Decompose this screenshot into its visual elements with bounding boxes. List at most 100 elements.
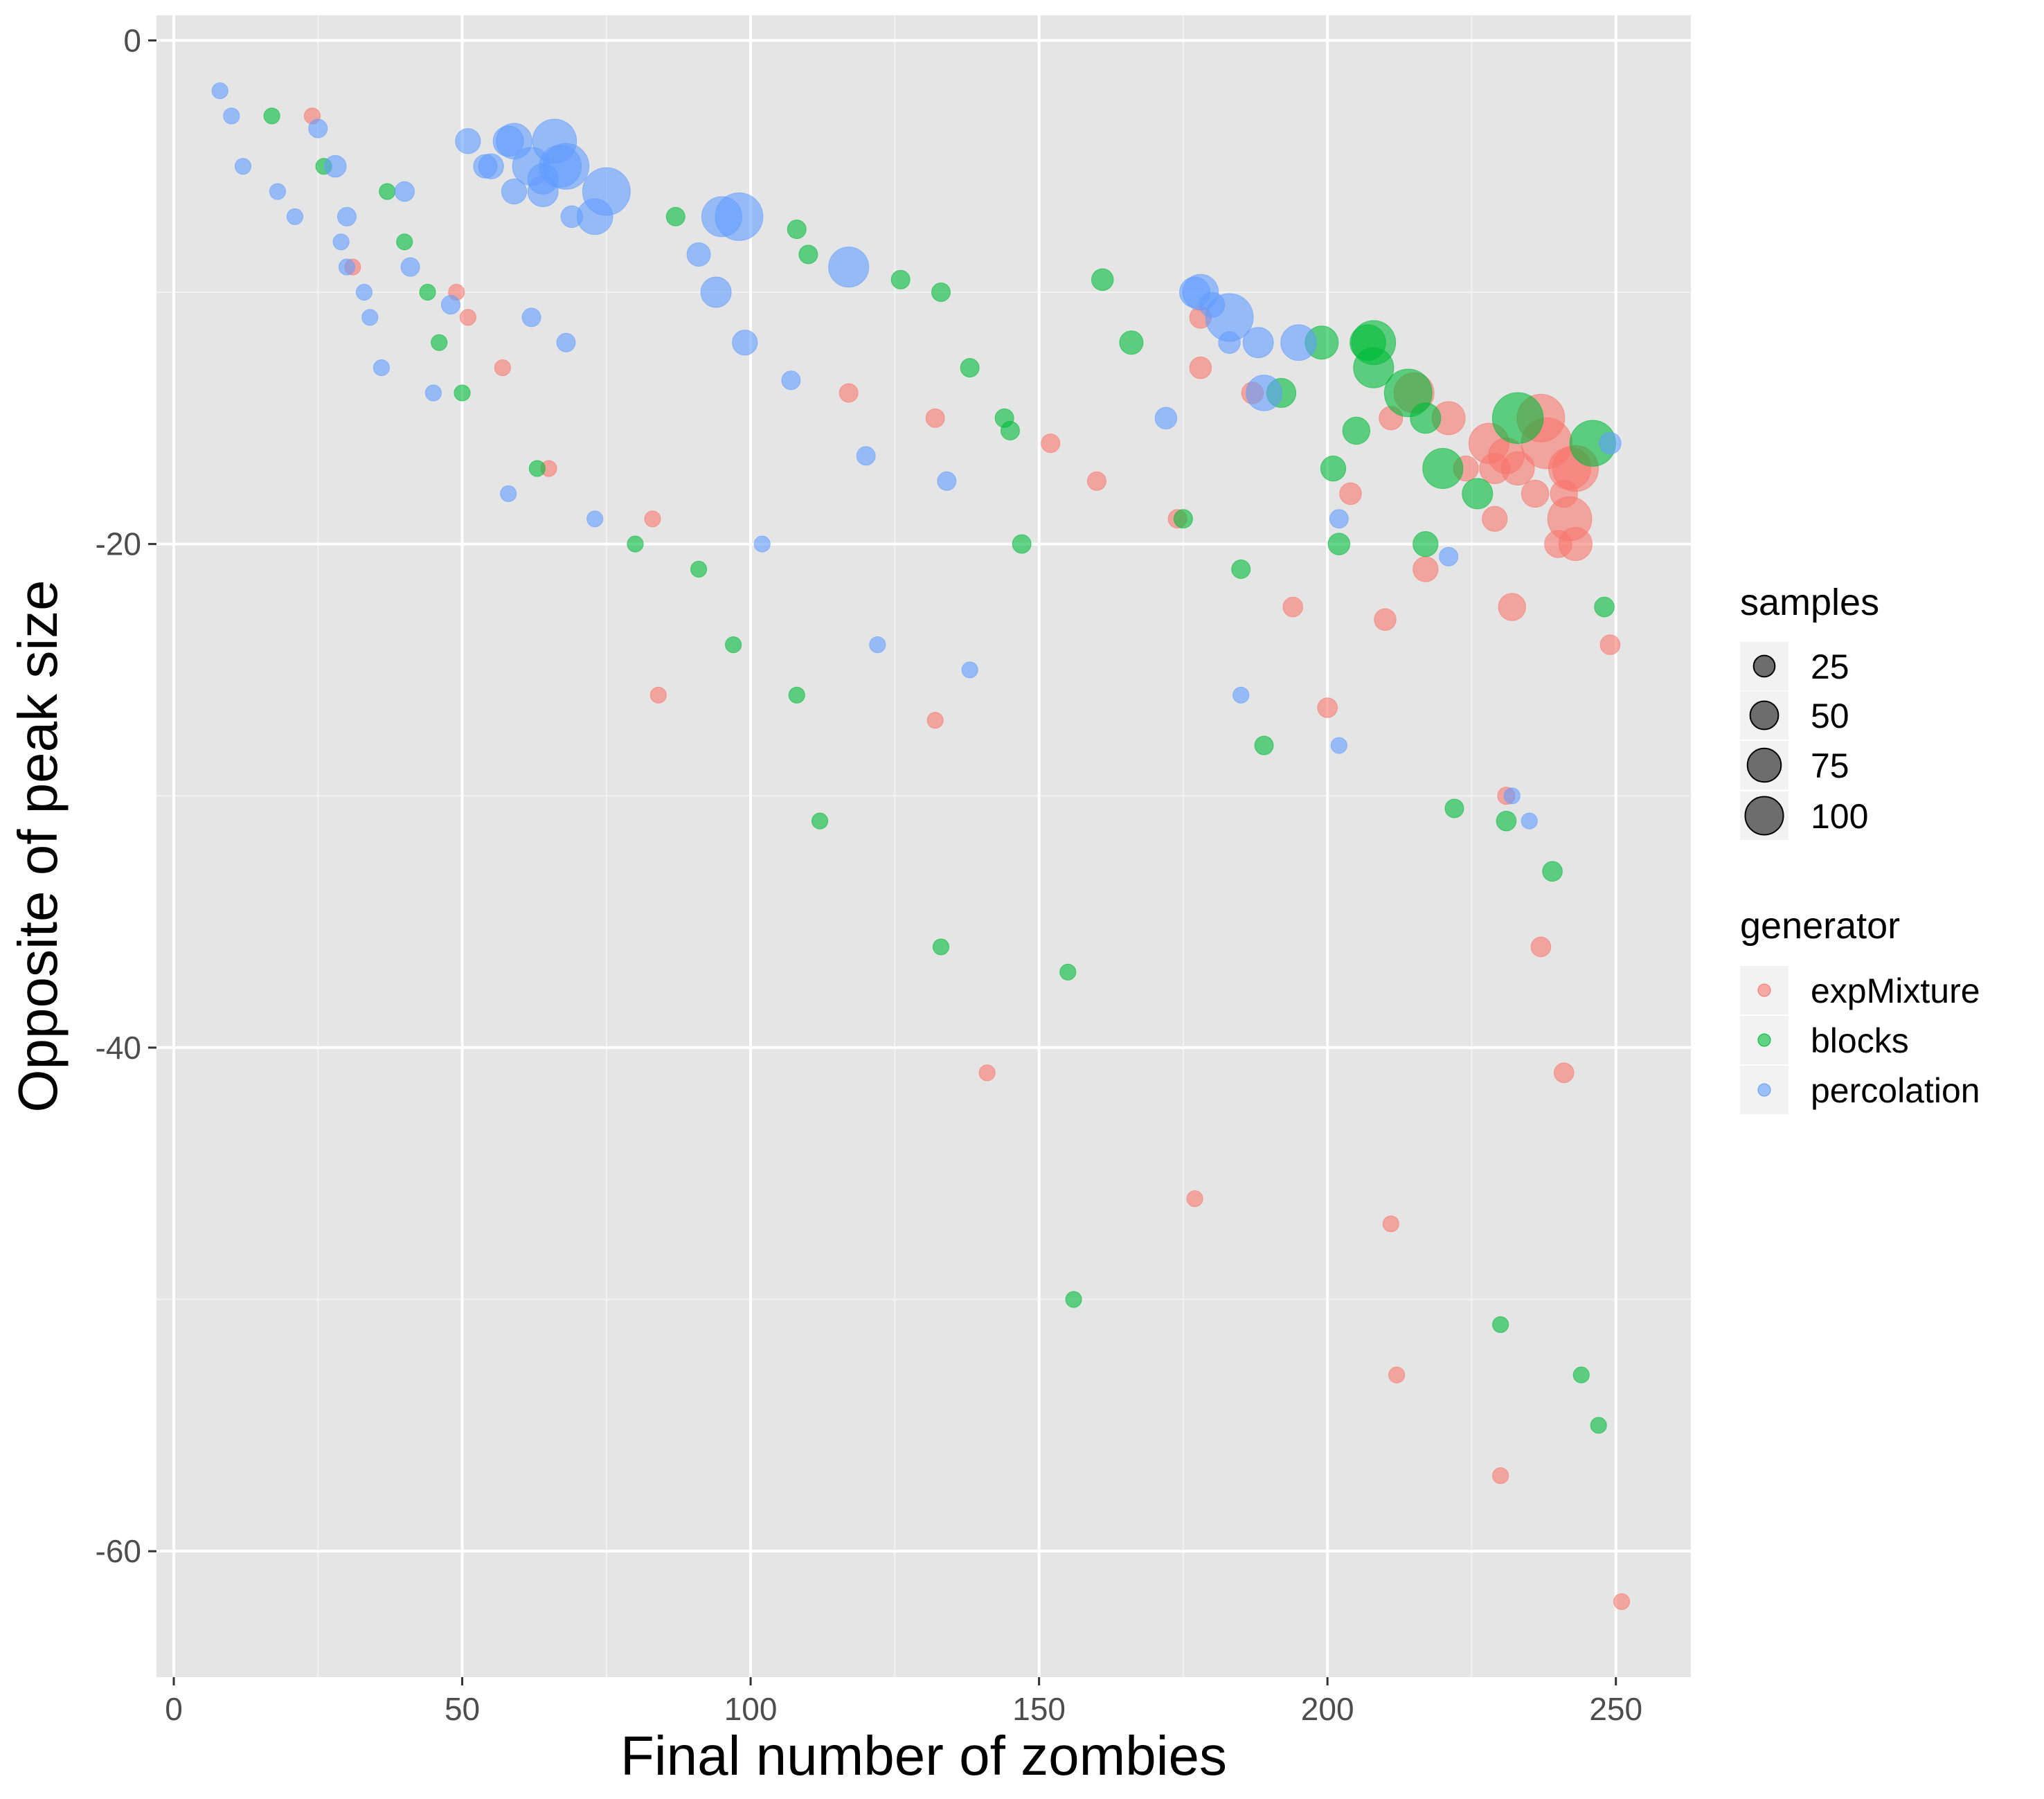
x-axis: 0 50 100 150 200 250 bbox=[165, 1677, 1642, 1727]
data-point-expMixture bbox=[1521, 479, 1550, 508]
x-tick-label: 200 bbox=[1301, 1691, 1354, 1727]
data-point-expMixture bbox=[1374, 608, 1397, 631]
data-point-percolation bbox=[286, 208, 304, 225]
data-point-blocks bbox=[1231, 560, 1251, 579]
data-point-blocks bbox=[798, 244, 818, 265]
data-point-expMixture bbox=[1282, 596, 1303, 618]
data-point-expMixture bbox=[1382, 1215, 1399, 1233]
data-point-percolation bbox=[828, 247, 870, 288]
data-point-expMixture bbox=[978, 1064, 996, 1082]
data-point-expMixture bbox=[1492, 1467, 1509, 1485]
data-point-percolation bbox=[1439, 546, 1459, 566]
data-point-blocks bbox=[1594, 596, 1615, 618]
data-point-percolation bbox=[1205, 293, 1254, 342]
plot-panel bbox=[156, 15, 1691, 1677]
data-point-percolation bbox=[521, 307, 541, 328]
data-point-percolation bbox=[211, 82, 228, 100]
data-point-percolation bbox=[394, 181, 415, 202]
data-point-expMixture bbox=[649, 686, 667, 704]
data-point-blocks bbox=[1572, 1366, 1590, 1384]
size-legend-circle bbox=[1744, 796, 1784, 836]
data-point-blocks bbox=[528, 460, 546, 477]
data-point-blocks bbox=[1590, 1417, 1607, 1434]
data-point-percolation bbox=[586, 510, 604, 528]
color-legend-label: blocks bbox=[1811, 1021, 1909, 1060]
data-point-percolation bbox=[478, 153, 504, 179]
data-point-percolation bbox=[1154, 406, 1178, 430]
data-point-blocks bbox=[1410, 402, 1442, 434]
data-point-expMixture bbox=[1500, 451, 1535, 486]
data-point-percolation bbox=[542, 143, 590, 190]
data-point-blocks bbox=[1059, 963, 1077, 981]
data-point-percolation bbox=[856, 446, 876, 466]
data-point-percolation bbox=[269, 183, 287, 200]
data-point-percolation bbox=[500, 485, 517, 502]
data-point-percolation bbox=[223, 107, 240, 125]
data-point-expMixture bbox=[644, 510, 661, 528]
data-point-blocks bbox=[1492, 1316, 1509, 1333]
color-legend-dot-expMixture bbox=[1757, 983, 1771, 997]
major-gridlines bbox=[156, 15, 1691, 1677]
data-point-expMixture bbox=[1599, 634, 1621, 655]
y-axis-title: Opposite of peak size bbox=[7, 580, 69, 1112]
data-point-expMixture bbox=[839, 383, 859, 403]
size-legend-label: 25 bbox=[1811, 647, 1849, 686]
data-point-expMixture bbox=[1498, 593, 1526, 621]
data-point-blocks bbox=[1254, 735, 1274, 755]
data-point-expMixture bbox=[1530, 936, 1552, 958]
data-point-percolation bbox=[373, 359, 390, 377]
data-point-percolation bbox=[338, 258, 355, 276]
data-point-percolation bbox=[937, 471, 957, 491]
data-point-percolation bbox=[324, 154, 347, 178]
data-point-blocks bbox=[931, 283, 951, 302]
data-point-blocks bbox=[1542, 861, 1563, 882]
data-point-percolation bbox=[1242, 327, 1274, 359]
data-point-expMixture bbox=[1413, 556, 1439, 582]
data-point-expMixture bbox=[1613, 1593, 1631, 1610]
data-point-expMixture bbox=[1388, 1366, 1406, 1384]
data-point-blocks bbox=[396, 233, 413, 251]
data-point-percolation bbox=[1329, 509, 1349, 529]
data-point-percolation bbox=[1599, 431, 1622, 455]
data-point-percolation bbox=[582, 167, 631, 216]
size-legend-circle bbox=[1746, 747, 1782, 783]
data-point-blocks bbox=[1173, 509, 1193, 529]
data-point-blocks bbox=[690, 560, 708, 578]
data-point-blocks bbox=[431, 334, 448, 351]
data-point-blocks bbox=[1413, 530, 1439, 557]
data-point-blocks bbox=[1462, 478, 1494, 510]
data-point-percolation bbox=[1280, 324, 1317, 361]
data-point-blocks bbox=[788, 686, 805, 704]
data-point-blocks bbox=[725, 636, 742, 654]
y-axis: 0 -20 -40 -60 bbox=[96, 22, 156, 1569]
color-legend-label: expMixture bbox=[1811, 972, 1980, 1010]
data-point-expMixture bbox=[1558, 527, 1593, 562]
x-tick-label: 100 bbox=[724, 1691, 778, 1727]
data-point-expMixture bbox=[1553, 1062, 1575, 1084]
data-point-percolation bbox=[753, 535, 771, 553]
data-point-blocks bbox=[1065, 1291, 1082, 1308]
size-legend-title: samples bbox=[1740, 582, 1879, 623]
data-point-percolation bbox=[1232, 686, 1250, 704]
size-legend-label: 100 bbox=[1811, 797, 1868, 836]
color-legend-label: percolation bbox=[1811, 1071, 1980, 1110]
size-legend-label: 50 bbox=[1811, 697, 1849, 735]
size-legend-label: 75 bbox=[1811, 746, 1849, 785]
x-tick-label: 150 bbox=[1012, 1691, 1066, 1727]
data-point-percolation bbox=[1521, 812, 1538, 830]
data-point-expMixture bbox=[1189, 356, 1212, 379]
data-point-percolation bbox=[1503, 787, 1521, 805]
data-point-percolation bbox=[234, 158, 252, 175]
data-point-percolation bbox=[715, 192, 764, 241]
data-point-expMixture bbox=[1041, 433, 1061, 454]
data-point-blocks bbox=[627, 535, 644, 553]
data-point-percolation bbox=[1246, 375, 1282, 411]
data-point-blocks bbox=[1444, 798, 1464, 818]
data-point-blocks bbox=[1091, 268, 1114, 292]
data-point-blocks bbox=[787, 220, 807, 240]
data-point-percolation bbox=[440, 295, 460, 315]
data-point-blocks bbox=[932, 938, 950, 956]
data-point-percolation bbox=[556, 332, 576, 352]
data-point-blocks bbox=[1342, 416, 1371, 445]
